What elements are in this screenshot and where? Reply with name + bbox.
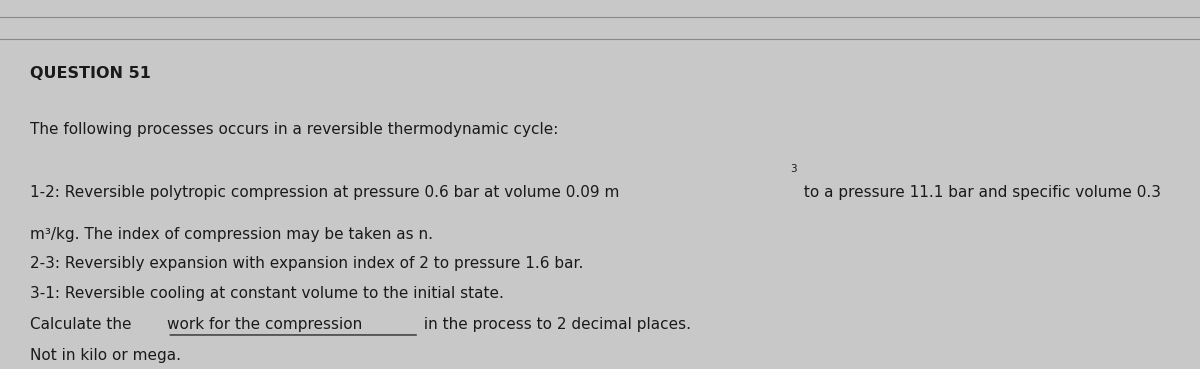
- Text: work for the compression: work for the compression: [167, 317, 362, 332]
- Text: The following processes occurs in a reversible thermodynamic cycle:: The following processes occurs in a reve…: [30, 122, 558, 137]
- Text: 2-3: Reversibly expansion with expansion index of 2 to pressure 1.6 bar.: 2-3: Reversibly expansion with expansion…: [30, 256, 583, 272]
- Text: QUESTION 51: QUESTION 51: [30, 66, 151, 82]
- Text: 3: 3: [791, 164, 797, 174]
- Text: 3-1: Reversible cooling at constant volume to the initial state.: 3-1: Reversible cooling at constant volu…: [30, 286, 504, 301]
- Text: 1-2: Reversible polytropic compression at pressure 0.6 bar at volume 0.09 m: 1-2: Reversible polytropic compression a…: [30, 184, 619, 200]
- Text: to a pressure 11.1 bar and specific volume 0.3: to a pressure 11.1 bar and specific volu…: [799, 184, 1162, 200]
- Text: in the process to 2 decimal places.: in the process to 2 decimal places.: [419, 317, 691, 332]
- Text: Calculate the: Calculate the: [30, 317, 137, 332]
- Text: Not in kilo or mega.: Not in kilo or mega.: [30, 348, 181, 363]
- Text: m³/kg. The index of compression may be taken as n.: m³/kg. The index of compression may be t…: [30, 227, 433, 242]
